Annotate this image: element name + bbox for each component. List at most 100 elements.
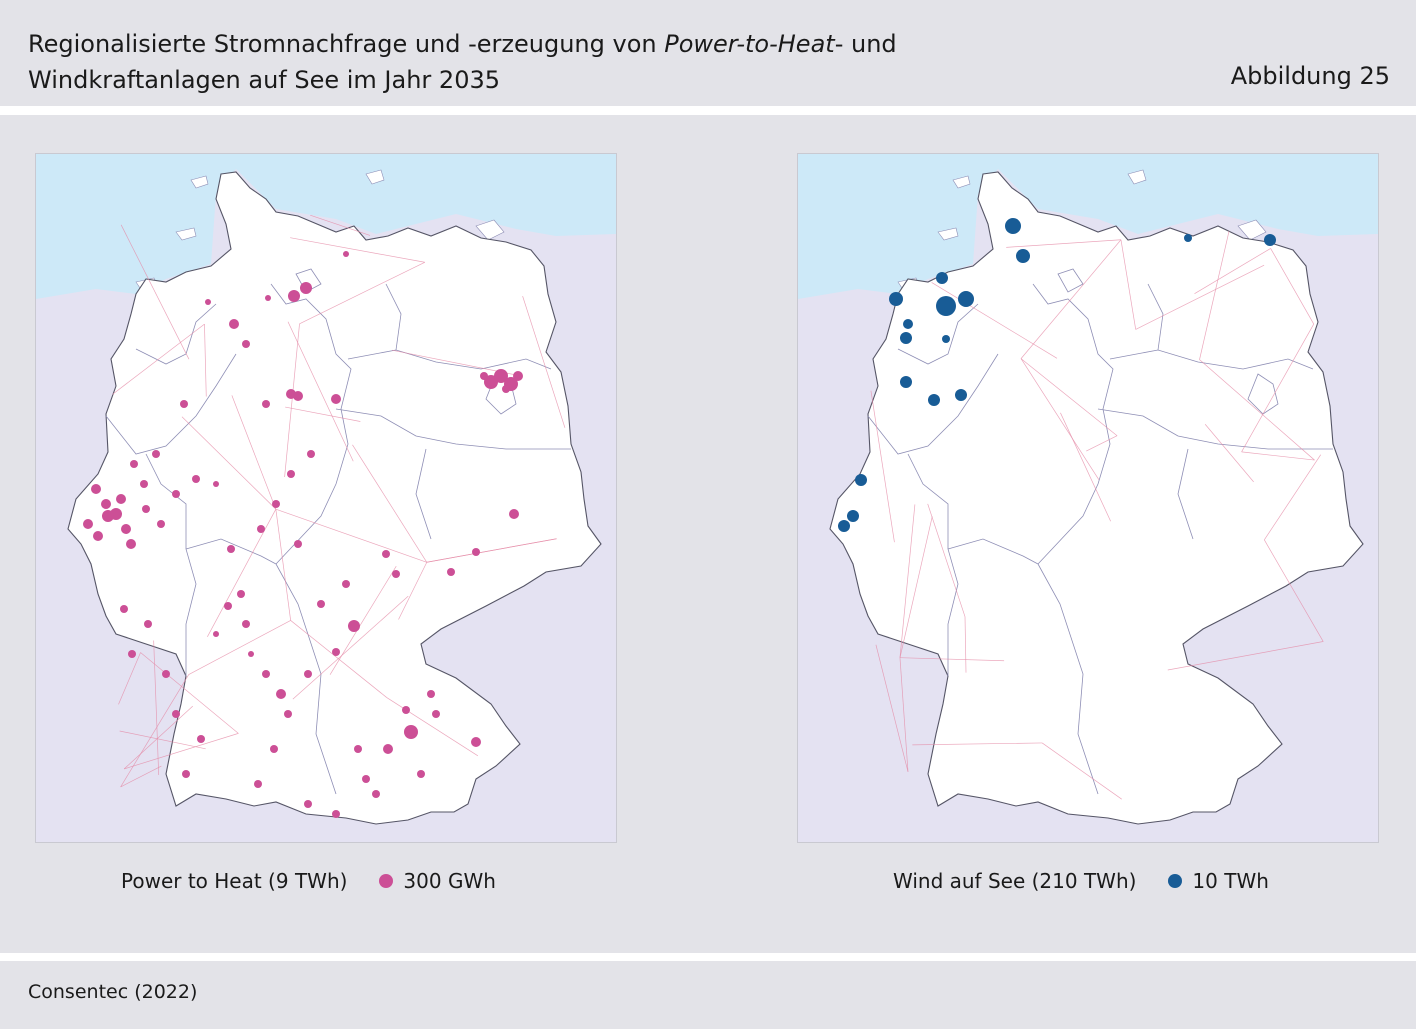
map-wind-offshore-island [1127,169,1147,185]
legend-power-to-heat-dot [379,874,394,888]
map-wind-offshore-state-border [867,353,999,455]
map-power-to-heat-grid-line [292,595,409,700]
map-power-to-heat-location-dot [383,744,393,754]
map-power-to-heat-location-dot [172,490,180,498]
map-power-to-heat-location-dot [262,670,270,678]
map-power-to-heat-grid-line [120,674,190,788]
map-wind-offshore-grid-line [1194,248,1271,295]
map-power-to-heat-grid-line [231,395,277,510]
map-wind-offshore-location-dot [900,376,912,388]
map-power-to-heat-location-dot [317,600,325,608]
map-power-to-heat-location-dot [272,500,280,508]
map-wind-offshore-location-dot [838,520,850,532]
map-wind-offshore-grid-line [1199,359,1315,461]
map-wind-offshore [797,153,1379,843]
map-power-to-heat-location-dot [417,770,425,778]
map-power-to-heat-location-dot [502,385,510,393]
map-wind-offshore-location-dot [958,291,974,307]
map-power-to-heat-grid-line [153,640,160,776]
map-power-to-heat-grid-line [124,733,239,770]
map-wind-offshore-location-dot [1264,234,1276,246]
map-wind-offshore-location-dot [928,394,940,406]
map-power-to-heat-grid-line [140,652,239,734]
map-power-to-heat-location-dot [332,648,340,656]
map-power-to-heat-location-dot [254,780,262,788]
map-wind-offshore-grid-line [1060,412,1111,522]
map-wind-offshore-grid-line [1241,451,1315,461]
map-power-to-heat-location-dot [197,735,205,743]
map-power-to-heat [35,153,617,843]
map-power-to-heat-location-dot [382,550,390,558]
map-power-to-heat-location-dot [288,290,300,302]
map-power-to-heat-grid-line [275,509,291,621]
map-power-to-heat-location-dot [432,710,440,718]
map-wind-offshore-grid-line [1264,454,1322,541]
figure-panel: Power to Heat (9 TWh) 300 GWh Wind auf S… [0,115,1416,953]
map-wind-offshore-location-dot [900,332,912,344]
map-power-to-heat-grid-line [285,406,361,422]
title-line2: Windkraftanlagen auf See im Jahr 2035 [28,66,500,94]
map-power-to-heat-location-dot [294,540,302,548]
map-wind-offshore-island [952,175,971,189]
map-power-to-heat-location-dot [331,394,341,404]
map-wind-offshore-grid-line [1020,358,1118,437]
legend-wind-offshore-label: Wind auf See (210 TWh) [893,869,1137,893]
map-power-to-heat-location-dot [494,369,508,383]
map-power-to-heat-location-dot [213,481,219,487]
map-wind-offshore-grid-line [1006,239,1121,248]
map-wind-offshore-state-border [1057,268,1084,293]
map-power-to-heat-island [365,169,385,185]
map-power-to-heat-location-dot [472,548,480,556]
map-wind-offshore-grid-line [1135,264,1265,330]
map-power-to-heat-location-dot [101,499,111,509]
map-wind-offshore-dots [838,218,1276,532]
map-wind-offshore-state-border [1032,283,1114,565]
source-note: Consentec (2022) [28,981,198,1003]
map-power-to-heat-location-dot [293,391,303,401]
map-wind-offshore-location-dot [1016,249,1030,263]
map-power-to-heat-location-dot [192,475,200,483]
map-power-to-heat-island [175,227,197,241]
map-wind-offshore-state-border [1147,283,1164,351]
map-wind-offshore-grid-line [927,503,966,617]
map-wind-offshore-grid-line [899,516,933,658]
map-power-to-heat-location-dot [102,510,114,522]
map-power-to-heat-location-dot [91,484,101,494]
map-power-to-heat-grid-line [120,765,162,788]
map-wind-offshore-grid-line [1264,539,1324,642]
map-power-to-heat-grid-line [299,261,425,325]
map-wind-offshore-grid-line [964,616,967,673]
map-wind-offshore-grid-line [1241,323,1315,453]
map-wind-offshore-location-dot [936,272,948,284]
map-wind-offshore-grid-line [899,504,916,658]
map-power-to-heat-location-dot [242,620,250,628]
footer: Consentec (2022) [0,961,1416,1029]
map-wind-offshore-location-dot [1184,234,1192,242]
map-power-to-heat-location-dot [284,710,292,718]
legend-wind-offshore-size: 10 TWh [1192,869,1269,893]
map-wind-offshore-grid-line [1086,435,1118,452]
map-power-to-heat-location-dot [205,299,211,305]
map-power-to-heat-state-border [270,283,352,565]
legend-power-to-heat-label: Power to Heat (9 TWh) [121,869,348,893]
map-wind-offshore-state-border [947,538,1039,565]
map-wind-offshore-island [937,227,959,241]
map-power-to-heat-state-border [335,408,571,450]
map-power-to-heat-location-dot [404,725,418,739]
map-wind-offshore-grid-line [1204,423,1254,483]
figure-title: Regionalisierte Stromnachfrage und -erze… [28,26,897,98]
map-power-to-heat-grid-line [426,538,557,563]
map-power-to-heat-location-dot [304,800,312,808]
map-wind-offshore-grid-line [1120,239,1137,330]
map-power-to-heat-grid-line [181,416,277,510]
map-power-to-heat-location-dot [140,480,148,488]
map-power-to-heat-location-dot [362,775,370,783]
map-power-to-heat-location-dot [513,371,523,381]
map-power-to-heat-state-border [185,538,277,565]
map-power-to-heat-location-dot [276,689,286,699]
map-power-to-heat-location-dot [343,251,349,257]
map-power-to-heat-location-dot [332,810,340,818]
legend-power-to-heat-size: 300 GWh [403,869,496,893]
map-wind-offshore-grid-line [1020,358,1100,480]
map-power-to-heat-location-dot [227,545,235,553]
